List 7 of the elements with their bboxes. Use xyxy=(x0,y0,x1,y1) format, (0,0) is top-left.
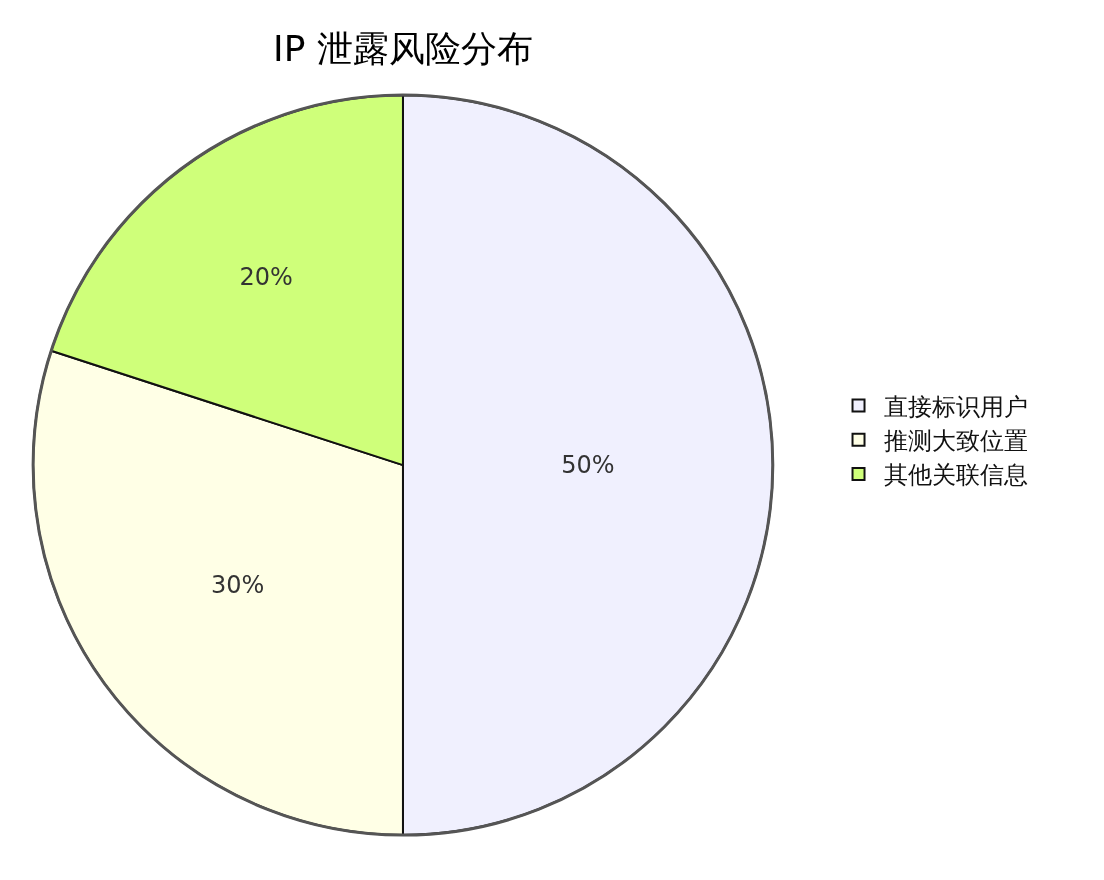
legend-label: 其他关联信息 xyxy=(883,461,1028,490)
data-label: 30% xyxy=(210,571,265,600)
legend-label: 推测大致位置 xyxy=(883,427,1028,456)
data-label: 50% xyxy=(561,451,615,480)
data-label: 20% xyxy=(239,262,293,291)
chart-title: IP 泄露风险分布 xyxy=(273,28,533,69)
legend-label: 直接标识用户 xyxy=(883,392,1028,421)
